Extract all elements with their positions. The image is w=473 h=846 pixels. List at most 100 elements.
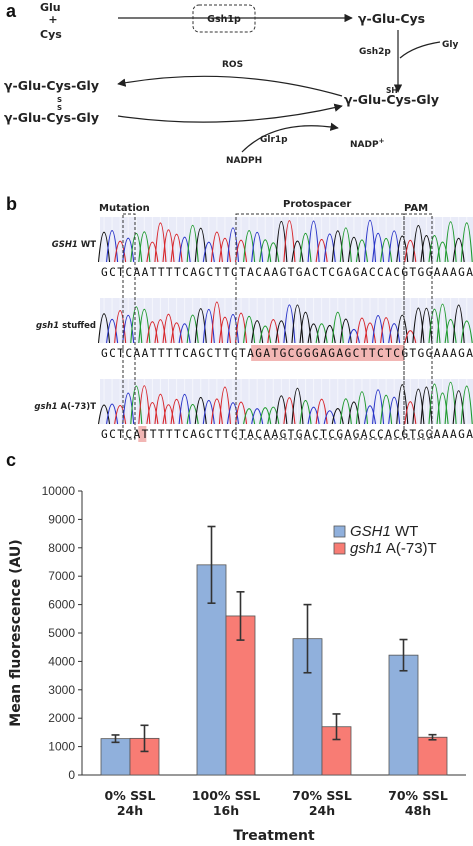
gssg-top-label: γ-Glu-Cys-Gly xyxy=(4,78,99,93)
mismatch-highlight xyxy=(251,345,405,361)
cys-label: Cys xyxy=(40,28,62,41)
bar xyxy=(225,615,256,776)
nadph-curve xyxy=(241,122,339,153)
trace-peak xyxy=(130,233,143,263)
x-tick-label-line2: 16h xyxy=(213,803,239,818)
gsh-label: γ-Glu-Cys-Gly xyxy=(344,92,439,107)
trace-peak xyxy=(106,403,119,425)
trace-peak xyxy=(307,406,320,425)
trace-peak xyxy=(355,317,368,344)
trace-peak xyxy=(428,235,441,263)
trace-peak xyxy=(210,398,223,425)
y-axis-label: Mean fluorescence (AU) xyxy=(8,539,24,726)
panel-b-label: b xyxy=(6,194,17,214)
plus-label: + xyxy=(48,13,57,26)
trace-peak xyxy=(420,386,433,425)
trace-peak xyxy=(251,320,264,344)
bar-chart: 0 1000 2000 3000 4000 5000 6000 7000 8000 9000 100… xyxy=(8,484,466,844)
trace-peak xyxy=(404,330,417,344)
track-label: gsh1 stuffed xyxy=(36,321,96,331)
trace-peak xyxy=(283,304,296,344)
y-tick-label: 3000 xyxy=(48,683,75,697)
sequence-text: GCTCAATTTTCAGCTTCTAGATGCGGGAGAGCTTCTCGTG… xyxy=(101,347,473,360)
trace-peak xyxy=(146,321,159,344)
trace-peak xyxy=(243,408,256,425)
sequence-text: GCTCAATTTTCAGCTTCTACAAGTGACTCGAGACCACGTG… xyxy=(101,266,473,279)
track-suffix: stuffed xyxy=(59,321,96,331)
mismatch-highlight xyxy=(138,426,147,442)
x-tick-label-line2: 24h xyxy=(309,803,335,818)
panel-a-label: a xyxy=(6,1,17,21)
legend-swatch xyxy=(333,525,346,538)
trace-peak xyxy=(460,385,473,425)
trace-peak xyxy=(363,405,377,425)
trace-peak xyxy=(138,385,151,425)
y-tick-label: 10000 xyxy=(42,484,76,498)
y-tick-label: 5000 xyxy=(48,626,75,640)
x-axis-label: Treatment xyxy=(233,828,315,844)
gsh2p-label: Gsh2p xyxy=(359,47,391,57)
trace-peak xyxy=(130,385,143,425)
gsh1p-label: Gsh1p xyxy=(207,14,241,25)
arrow-ros xyxy=(117,75,343,97)
trace-peak xyxy=(146,401,159,425)
trace-peak xyxy=(235,312,248,344)
trace-peak xyxy=(154,319,167,344)
trace-peak xyxy=(388,396,401,425)
trace-peak xyxy=(186,314,199,344)
pam-box xyxy=(403,213,433,440)
trace-peak xyxy=(404,401,417,425)
trace-peak xyxy=(347,401,360,425)
trace-peak xyxy=(97,404,111,425)
trace-peak xyxy=(396,384,409,425)
trace-peak xyxy=(267,406,280,425)
bar xyxy=(100,738,131,776)
sh-label: SH xyxy=(386,86,398,95)
nadph-label: NADPH xyxy=(226,156,262,166)
panel-a: a Glu + Cys Gsh1p γ-Glu-Cys Gsh2p Gly SH… xyxy=(4,1,458,166)
track-gene: gsh1 xyxy=(34,402,57,412)
trace-peak xyxy=(122,237,135,263)
trace-peak xyxy=(243,316,256,344)
trace-peak xyxy=(372,315,385,344)
trace-peak xyxy=(170,399,183,425)
trace-peak xyxy=(339,398,352,425)
trace-peak xyxy=(323,324,336,344)
trace-peak xyxy=(307,220,320,263)
track-suffix: A(-73)T xyxy=(58,402,97,412)
trace-peak xyxy=(347,328,360,344)
trace-peak xyxy=(178,236,191,263)
trace-peak xyxy=(380,394,393,425)
panel-c: c 0 1000 2000 3000 4000 5000 6000 7000 8000 9000 1… xyxy=(6,450,466,844)
trace-peak xyxy=(372,233,385,263)
trace-peak xyxy=(283,220,296,263)
trace-peak xyxy=(226,314,240,344)
trace-peak xyxy=(170,233,183,263)
trace-peak xyxy=(460,320,473,344)
trace-peak xyxy=(299,233,312,263)
track-gene: gsh1 xyxy=(36,321,59,331)
track-suffix: WT xyxy=(78,240,96,250)
track-gene: GSH1 xyxy=(52,240,78,250)
trace-peak xyxy=(170,322,183,344)
trace-peak xyxy=(355,239,368,263)
track-label: gsh1 A(-73)T xyxy=(34,402,96,412)
glu-label: Glu xyxy=(40,1,61,14)
trace-peak xyxy=(315,239,328,263)
track-label: GSH1 WT xyxy=(52,240,96,250)
trace-peak xyxy=(162,404,175,425)
trace-peak xyxy=(404,239,417,263)
legend-swatch xyxy=(333,542,346,555)
trace-peak xyxy=(420,235,433,263)
trace-peak xyxy=(122,392,135,425)
pam-label: PAM xyxy=(404,203,428,214)
chromatogram-background xyxy=(100,298,473,343)
trace-peak xyxy=(218,316,231,344)
glr1p-label: Glr1p xyxy=(260,135,288,145)
mutation-label: Mutation xyxy=(99,203,150,214)
trace-peak xyxy=(347,237,360,263)
trace-peak xyxy=(412,307,425,344)
trace-peak xyxy=(436,392,449,425)
x-tick-label-line2: 24h xyxy=(117,803,143,818)
arrow-glr1 xyxy=(117,103,343,123)
